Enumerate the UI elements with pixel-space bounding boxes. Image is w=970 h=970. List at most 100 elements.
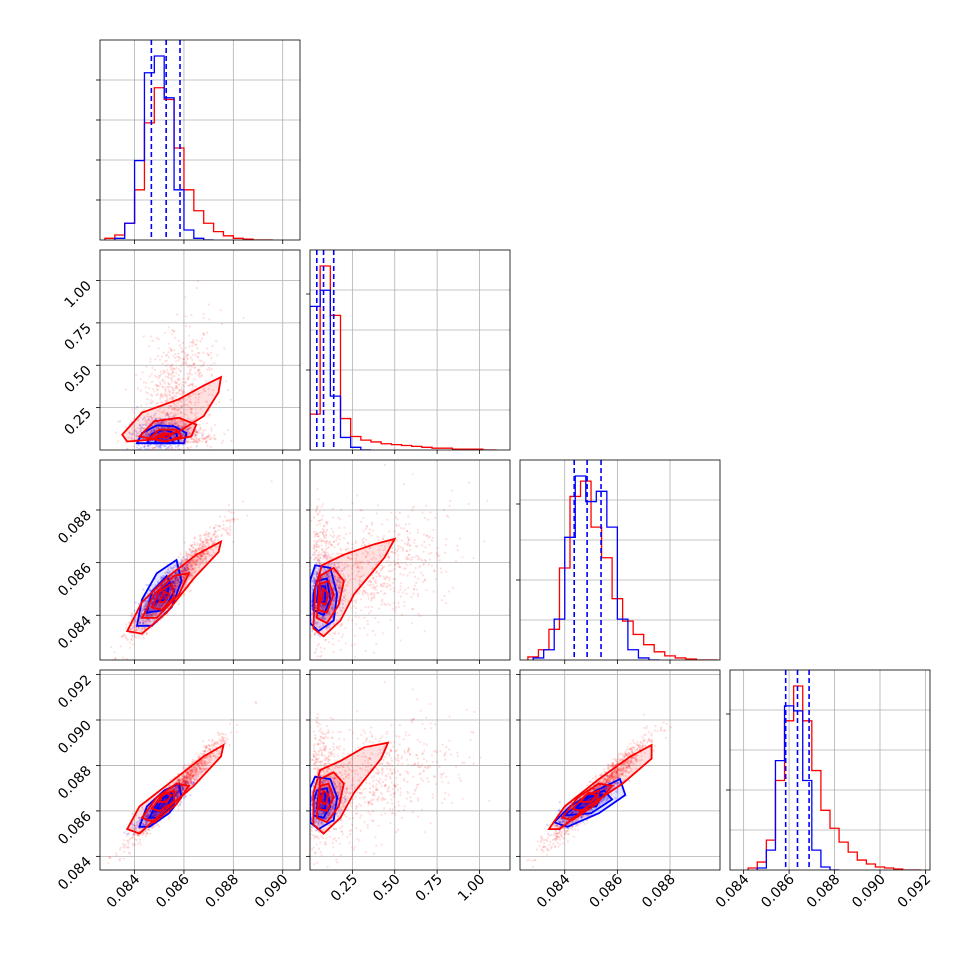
scatter-point	[170, 364, 173, 368]
scatter-point	[134, 601, 137, 604]
scatter-point	[324, 555, 327, 558]
scatter-point	[411, 608, 414, 611]
scatter-point	[186, 564, 189, 567]
scatter-point	[176, 578, 179, 582]
scatter-point	[202, 540, 205, 544]
scatter-point	[144, 419, 147, 422]
scatter-point	[366, 592, 369, 595]
scatter-point	[149, 421, 152, 424]
scatter-point	[150, 613, 153, 617]
scatter-point	[423, 516, 426, 520]
scatter-point	[195, 549, 198, 552]
scatter-point	[178, 356, 181, 359]
scatter-point	[207, 531, 210, 535]
scatter-point	[349, 558, 352, 561]
scatter-point	[174, 578, 177, 581]
scatter-point	[322, 557, 325, 560]
scatter-point	[142, 621, 145, 625]
scatter-point	[180, 439, 183, 442]
scatter-point	[184, 324, 187, 328]
scatter-point	[141, 371, 144, 374]
scatter-point	[145, 434, 149, 437]
scatter-point	[377, 591, 380, 595]
scatter-point	[349, 578, 352, 581]
scatter-point	[175, 578, 178, 581]
scatter-point	[126, 447, 129, 450]
scatter-point	[160, 605, 163, 608]
scatter-point	[140, 452, 142, 454]
scatter-point	[150, 414, 153, 418]
scatter-point	[202, 541, 205, 544]
scatter-point	[433, 569, 436, 573]
scatter-point	[155, 422, 159, 425]
scatter-point	[191, 341, 194, 344]
scatter-point	[191, 544, 194, 547]
scatter-point	[212, 542, 215, 545]
scatter-point	[392, 601, 395, 605]
scatter-point	[202, 332, 205, 335]
scatter-point	[315, 647, 318, 651]
scatter-point	[202, 351, 205, 354]
scatter-point	[159, 370, 162, 373]
scatter-point	[210, 363, 213, 366]
scatter-point	[198, 368, 201, 371]
scatter-point	[133, 430, 136, 434]
scatter-point	[199, 537, 202, 540]
scatter-point	[178, 408, 181, 411]
scatter-point	[161, 378, 164, 381]
scatter-point	[368, 612, 371, 615]
scatter-point	[155, 444, 158, 447]
scatter-point	[179, 563, 182, 566]
scatter-point	[149, 607, 152, 610]
scatter-point	[200, 539, 203, 543]
scatter-point	[138, 430, 141, 433]
scatter-point	[142, 409, 145, 412]
scatter-point	[153, 429, 156, 432]
scatter-point	[318, 554, 321, 557]
scatter-point	[386, 603, 389, 606]
scatter-point	[343, 526, 346, 529]
scatter-point	[317, 551, 320, 554]
scatter-point	[384, 577, 387, 580]
scatter-point	[176, 391, 179, 394]
scatter-point	[174, 578, 177, 581]
scatter-point	[458, 537, 462, 540]
scatter-point	[178, 382, 181, 385]
scatter-point	[331, 516, 334, 519]
scatter-point	[167, 413, 170, 416]
scatter-point	[191, 569, 195, 572]
scatter-point	[148, 609, 152, 612]
scatter-point	[171, 580, 174, 583]
scatter-point	[189, 563, 193, 566]
scatter-point	[202, 562, 205, 565]
scatter-point	[148, 433, 151, 436]
scatter-point	[114, 657, 117, 660]
scatter-point	[318, 655, 322, 658]
scatter-point	[175, 440, 178, 443]
scatter-point	[195, 559, 198, 563]
scatter-point	[205, 541, 208, 544]
scatter-point	[183, 566, 186, 569]
scatter-point	[159, 422, 162, 426]
scatter-point	[171, 579, 174, 582]
scatter-point	[164, 427, 167, 430]
scatter-point	[156, 427, 159, 430]
scatter-point	[164, 593, 167, 596]
scatter-point	[192, 559, 195, 563]
scatter-point	[188, 432, 191, 435]
scatter-point	[205, 435, 208, 438]
scatter-point	[164, 388, 167, 391]
scatter-point	[205, 541, 208, 544]
scatter-point	[374, 617, 377, 620]
scatter-point	[177, 444, 180, 447]
scatter-point	[162, 596, 165, 600]
scatter-point	[196, 557, 200, 560]
scatter-point	[171, 386, 174, 389]
scatter-point	[187, 555, 190, 558]
scatter-point	[183, 541, 186, 544]
scatter-point	[213, 541, 216, 545]
scatter-point	[185, 555, 188, 559]
scatter-point	[175, 421, 179, 424]
scatter-point	[131, 626, 135, 630]
scatter-point	[143, 607, 146, 610]
